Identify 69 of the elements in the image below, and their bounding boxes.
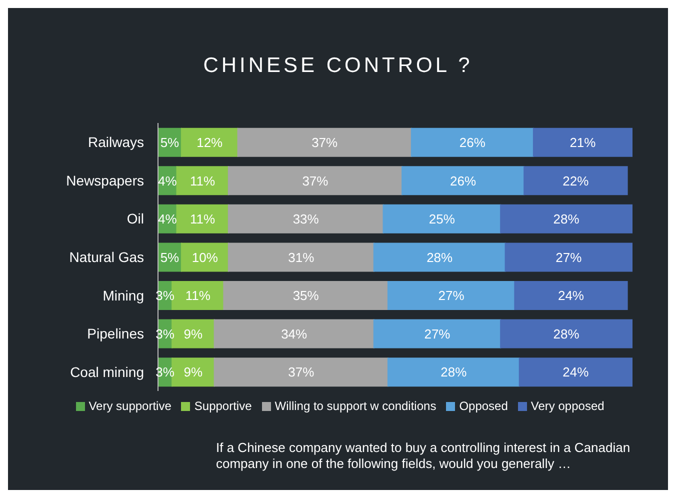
- data-label: 11%: [190, 212, 216, 227]
- data-label: 26%: [459, 134, 486, 150]
- bar: [382, 204, 502, 234]
- legend-label: Very supportive: [88, 399, 172, 413]
- data-label: 12%: [196, 134, 224, 150]
- bar: [524, 166, 628, 196]
- data-label: 27%: [438, 288, 465, 304]
- y-tick-label: Natural Gas: [69, 248, 144, 265]
- data-label: 21%: [570, 134, 596, 150]
- bar: [504, 242, 632, 272]
- legend-label: Very opposed: [530, 399, 604, 413]
- y-tick-label: Coal mining: [70, 364, 144, 380]
- bar: [180, 242, 229, 272]
- bar: [176, 204, 229, 234]
- data-label: 31%: [288, 250, 315, 265]
- bar: [500, 319, 632, 348]
- bar: [237, 128, 412, 157]
- data-label: 28%: [553, 212, 580, 227]
- bar: [228, 166, 403, 196]
- bar: [387, 281, 516, 310]
- bar: [387, 358, 520, 387]
- bar: [514, 281, 628, 310]
- bar: [176, 166, 229, 196]
- data-label: 24%: [558, 288, 584, 304]
- data-label: 37%: [312, 134, 338, 150]
- data-label: 37%: [288, 364, 315, 380]
- bar: [500, 204, 632, 234]
- data-label: 9%: [184, 326, 204, 342]
- data-label: 28%: [553, 326, 580, 342]
- bar: [532, 128, 632, 157]
- data-label: 27%: [424, 326, 451, 342]
- y-tick-label: Mining: [102, 287, 144, 304]
- data-label: 24%: [562, 364, 590, 380]
- bar: [373, 319, 502, 348]
- data-label: 10%: [192, 250, 218, 265]
- y-tick-label: Oil: [126, 210, 144, 227]
- bar: [223, 281, 388, 310]
- chart-title: CHINESE CONTROL ?: [202, 54, 474, 78]
- bar: [402, 166, 525, 196]
- legend-label: Willing to support w conditions: [274, 399, 436, 413]
- data-label: 34%: [281, 326, 308, 342]
- bar: [214, 319, 374, 348]
- text: If a Chinese company wanted to buy a controlling interest in a Canadian company in one of the following fields, would you generally …: [216, 440, 632, 472]
- data-label: 9%: [184, 364, 204, 380]
- data-label: 26%: [450, 173, 476, 188]
- bar: [228, 204, 384, 234]
- data-label: 22%: [562, 173, 590, 188]
- bar: [228, 242, 374, 272]
- bar: [180, 128, 238, 157]
- data-label: 5%: [160, 134, 180, 150]
- data-label: 25%: [428, 212, 456, 227]
- data-label: 28%: [440, 364, 468, 380]
- data-label: 37%: [302, 173, 329, 188]
- data-label: 27%: [556, 250, 582, 265]
- data-label: 11%: [185, 288, 211, 304]
- data-label: 28%: [426, 250, 454, 265]
- y-tick-label: Railways: [88, 134, 144, 150]
- bar: [214, 358, 388, 387]
- data-label: 33%: [292, 212, 320, 227]
- bar: [518, 358, 632, 387]
- bar: [373, 242, 506, 272]
- data-label: 5%: [160, 250, 180, 265]
- bar: [410, 128, 534, 157]
- legend-label: Opposed: [459, 399, 508, 413]
- data-label: 11%: [190, 173, 216, 188]
- y-tick-label: Pipelines: [87, 326, 144, 342]
- y-tick-label: Newspapers: [66, 172, 144, 188]
- legend-label: Supportive: [194, 399, 252, 413]
- data-label: 35%: [292, 288, 320, 304]
